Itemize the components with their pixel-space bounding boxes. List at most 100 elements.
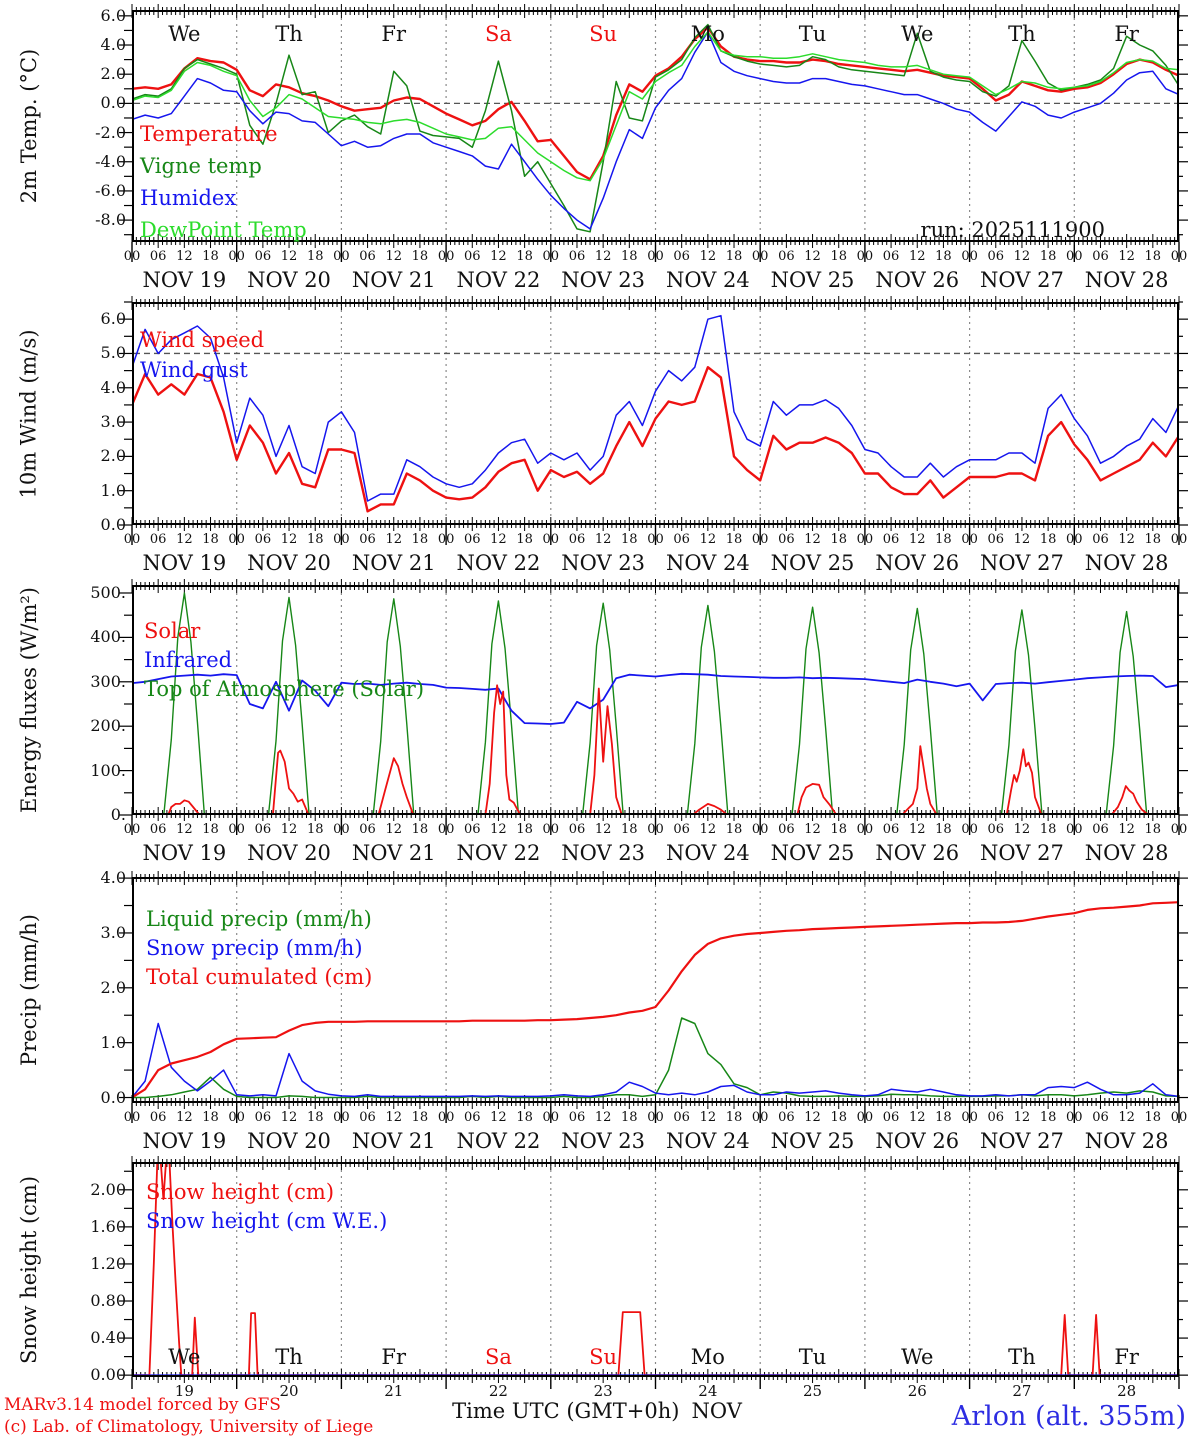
hour-label: 18: [306, 1110, 324, 1125]
y-tick-label: 2.0: [100, 446, 126, 466]
date-label: NOV 22: [456, 551, 541, 575]
date-label: NOV 24: [665, 268, 750, 292]
hour-label: 18: [1144, 532, 1162, 547]
y-tick-label: 4.0: [100, 35, 126, 55]
day-name-label: Th: [1008, 1345, 1036, 1369]
hour-label: 00: [1170, 249, 1188, 264]
y-tick-label: -4.0: [95, 151, 126, 171]
day-name-label: Sa: [484, 1345, 512, 1369]
hour-label: 00: [228, 532, 245, 547]
hour-label: 06: [463, 1110, 481, 1125]
hour-label: 18: [830, 822, 847, 837]
hour-label: 00: [856, 532, 874, 547]
day-number-label: 20: [279, 1382, 299, 1400]
hour-label: 06: [149, 822, 167, 837]
hour-label: 12: [490, 249, 507, 264]
day-name-label: Th: [275, 22, 303, 46]
hour-label: 12: [594, 1110, 612, 1125]
hour-label: 00: [333, 1110, 350, 1125]
hour-label: 18: [1144, 249, 1162, 264]
snow-chart: [119, 1156, 1188, 1389]
hour-label: 12: [908, 822, 926, 837]
hour-label: 18: [830, 1110, 847, 1125]
energy-legend-item: Top of Atmosphere (Solar): [144, 677, 425, 701]
hour-label: 00: [542, 822, 560, 837]
hour-label: 18: [935, 822, 952, 837]
y-tick-label: 0.: [110, 805, 126, 824]
hour-label: 06: [987, 532, 1005, 547]
hour-label: 12: [490, 532, 507, 547]
hour-label: 06: [1092, 822, 1109, 837]
hour-label: 00: [751, 532, 769, 547]
day-number-label: 28: [1117, 1382, 1137, 1400]
day-number-label: 24: [698, 1382, 718, 1400]
hour-label: 12: [176, 249, 193, 264]
date-label: NOV 26: [875, 551, 960, 575]
date-label: NOV 27: [980, 841, 1064, 865]
y-tick-label: 5.0: [100, 343, 126, 363]
y-tick-label: 0.0: [100, 1087, 126, 1107]
y-tick-label: 1.60: [90, 1216, 126, 1236]
hour-label: 06: [882, 1110, 900, 1125]
hour-label: 00: [437, 1110, 455, 1125]
hour-label: 18: [725, 1110, 743, 1125]
hour-label: 06: [568, 532, 586, 547]
hour-label: 06: [778, 249, 795, 264]
wind-legend-item: Wind speed: [140, 328, 265, 352]
hour-label: 12: [594, 249, 612, 264]
hour-label: 00: [647, 1110, 664, 1125]
hour-label: 06: [568, 822, 586, 837]
hour-label: 12: [280, 249, 298, 264]
precip-legend-item: Total cumulated (cm): [146, 965, 373, 989]
day-name-label: We: [901, 1345, 934, 1369]
precip-legend-item: Liquid precip (mm/h): [146, 907, 372, 931]
hour-label: 18: [516, 822, 533, 837]
hour-label: 00: [333, 822, 350, 837]
y-tick-label: 2.0: [100, 977, 126, 997]
y-tick-label: 400.: [90, 627, 126, 647]
date-label: NOV 28: [1084, 1129, 1169, 1153]
hour-label: 18: [1144, 822, 1162, 837]
hour-label: 00: [647, 822, 664, 837]
hour-label: 12: [1118, 532, 1135, 547]
hour-label: 18: [621, 532, 638, 547]
date-label: NOV 20: [247, 841, 331, 865]
hour-label: 12: [804, 249, 821, 264]
date-label: NOV 19: [142, 841, 227, 865]
hour-label: 06: [149, 532, 167, 547]
wind-legend-item: Wind gust: [140, 358, 248, 382]
hour-label: 00: [333, 532, 350, 547]
hour-label: 06: [149, 1110, 167, 1125]
model-credit: MARv3.14 model forced by GFS: [4, 1395, 281, 1415]
hour-label: 00: [961, 532, 978, 547]
wind-chart: [119, 296, 1188, 545]
hour-label: 00: [123, 532, 141, 547]
hour-label: 18: [621, 1110, 638, 1125]
hour-label: 12: [699, 532, 717, 547]
hour-label: 18: [935, 249, 952, 264]
hour-label: 00: [856, 822, 874, 837]
hour-label: 06: [359, 532, 376, 547]
day-number-label: 26: [907, 1382, 927, 1400]
day-name-label: Mo: [690, 1345, 725, 1369]
hour-label: 00: [856, 249, 874, 264]
hour-label: 06: [463, 822, 481, 837]
hour-label: 12: [594, 822, 612, 837]
date-label: NOV 22: [456, 268, 541, 292]
date-label: NOV 26: [875, 268, 960, 292]
y-tick-label: 500.: [90, 582, 126, 602]
hour-label: 00: [1066, 822, 1083, 837]
y-tick-label: 0.0: [100, 515, 126, 534]
hour-label: 18: [411, 1110, 429, 1125]
hour-label: 00: [961, 822, 978, 837]
y-tick-label: 300.: [90, 671, 126, 691]
hour-label: 00: [437, 822, 455, 837]
hour-label: 12: [804, 822, 821, 837]
day-name-label: Fr: [1114, 1345, 1139, 1369]
date-label: NOV 26: [875, 1129, 960, 1153]
y-tick-label: 1.0: [100, 480, 126, 500]
hour-label: 12: [1013, 249, 1031, 264]
hour-label: 18: [516, 532, 533, 547]
day-name-label: We: [168, 22, 201, 46]
station-label: Arlon (alt. 355m): [951, 1401, 1186, 1432]
